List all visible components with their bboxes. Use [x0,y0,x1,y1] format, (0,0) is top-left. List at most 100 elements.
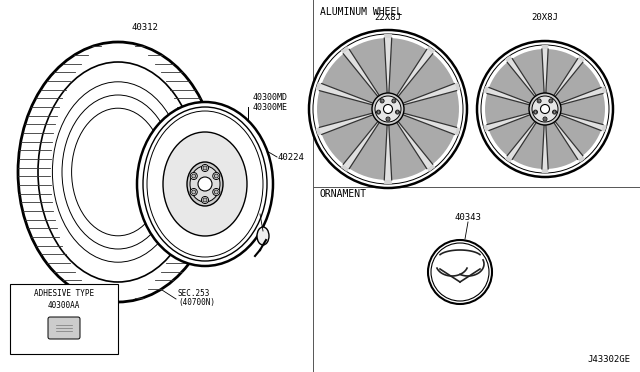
Circle shape [212,173,220,180]
Polygon shape [454,82,460,91]
Polygon shape [402,113,456,134]
Text: SEC.253: SEC.253 [178,289,211,298]
Polygon shape [541,45,548,49]
Polygon shape [319,84,374,105]
Polygon shape [546,49,578,96]
Polygon shape [384,124,392,180]
Text: 40300AA: 40300AA [48,301,80,311]
Circle shape [380,99,384,103]
Circle shape [396,111,399,113]
Text: ADHESIVE TYPE: ADHESIVE TYPE [34,289,94,298]
Polygon shape [487,113,531,131]
Circle shape [192,190,196,194]
Circle shape [393,100,395,102]
Polygon shape [559,93,605,125]
Polygon shape [578,55,585,62]
Text: (40700N): (40700N) [178,298,215,308]
Text: 40300MD: 40300MD [526,170,564,179]
Circle shape [544,118,546,120]
Polygon shape [483,125,489,132]
Ellipse shape [187,162,223,206]
Text: ORNAMENT: ORNAMENT [320,189,367,199]
Polygon shape [402,84,456,105]
Polygon shape [396,121,433,169]
Polygon shape [485,93,531,125]
Circle shape [543,117,547,121]
Circle shape [190,173,197,180]
Polygon shape [427,164,435,172]
Polygon shape [542,49,548,94]
Circle shape [428,240,492,304]
Ellipse shape [190,166,220,202]
Text: 40300ME: 40300ME [369,170,407,179]
Polygon shape [513,122,544,169]
Polygon shape [343,49,380,97]
Circle shape [381,100,383,102]
Circle shape [375,96,401,122]
Circle shape [378,111,380,113]
Circle shape [192,174,196,178]
Polygon shape [541,169,548,173]
Polygon shape [578,155,585,163]
Ellipse shape [137,102,273,266]
Text: J43302GE: J43302GE [587,356,630,365]
Polygon shape [483,86,489,93]
Circle shape [554,111,556,113]
Polygon shape [343,121,380,169]
Polygon shape [388,38,427,96]
Polygon shape [384,34,392,38]
Text: 40300MD: 40300MD [253,93,288,102]
Polygon shape [341,164,349,172]
Polygon shape [384,38,392,94]
Polygon shape [403,91,459,127]
Polygon shape [384,180,392,184]
Polygon shape [397,54,454,104]
Polygon shape [554,114,601,155]
Circle shape [549,99,553,103]
Polygon shape [546,122,578,169]
Polygon shape [397,114,454,164]
Text: 40300ME: 40300ME [253,103,288,112]
Polygon shape [317,91,374,127]
Polygon shape [316,127,322,136]
Ellipse shape [163,132,247,236]
Circle shape [537,99,541,103]
Polygon shape [508,59,537,97]
Polygon shape [489,114,536,155]
Circle shape [387,118,389,120]
Circle shape [538,100,540,102]
Polygon shape [388,122,427,180]
Polygon shape [322,54,379,104]
Polygon shape [553,59,583,97]
Text: 40224: 40224 [278,153,305,161]
Circle shape [190,189,197,196]
Circle shape [203,166,207,170]
Circle shape [309,30,467,188]
Circle shape [550,100,552,102]
Polygon shape [322,114,379,164]
Polygon shape [601,86,607,93]
Polygon shape [559,113,603,131]
Polygon shape [542,124,548,169]
Circle shape [212,189,220,196]
Bar [10,284,118,354]
Circle shape [529,93,561,125]
Circle shape [214,190,218,194]
Circle shape [534,111,537,113]
Polygon shape [316,82,322,91]
Ellipse shape [257,227,269,245]
Text: ALUMINUM WHEEL: ALUMINUM WHEEL [320,7,403,17]
Polygon shape [487,87,531,105]
Circle shape [202,164,209,171]
Circle shape [198,177,212,191]
Polygon shape [553,121,583,159]
Circle shape [477,41,613,177]
Polygon shape [508,121,537,159]
Polygon shape [601,125,607,132]
Circle shape [202,196,209,203]
Polygon shape [554,62,601,104]
Polygon shape [505,155,513,163]
Circle shape [392,99,396,103]
Polygon shape [319,113,374,134]
Polygon shape [341,46,349,54]
